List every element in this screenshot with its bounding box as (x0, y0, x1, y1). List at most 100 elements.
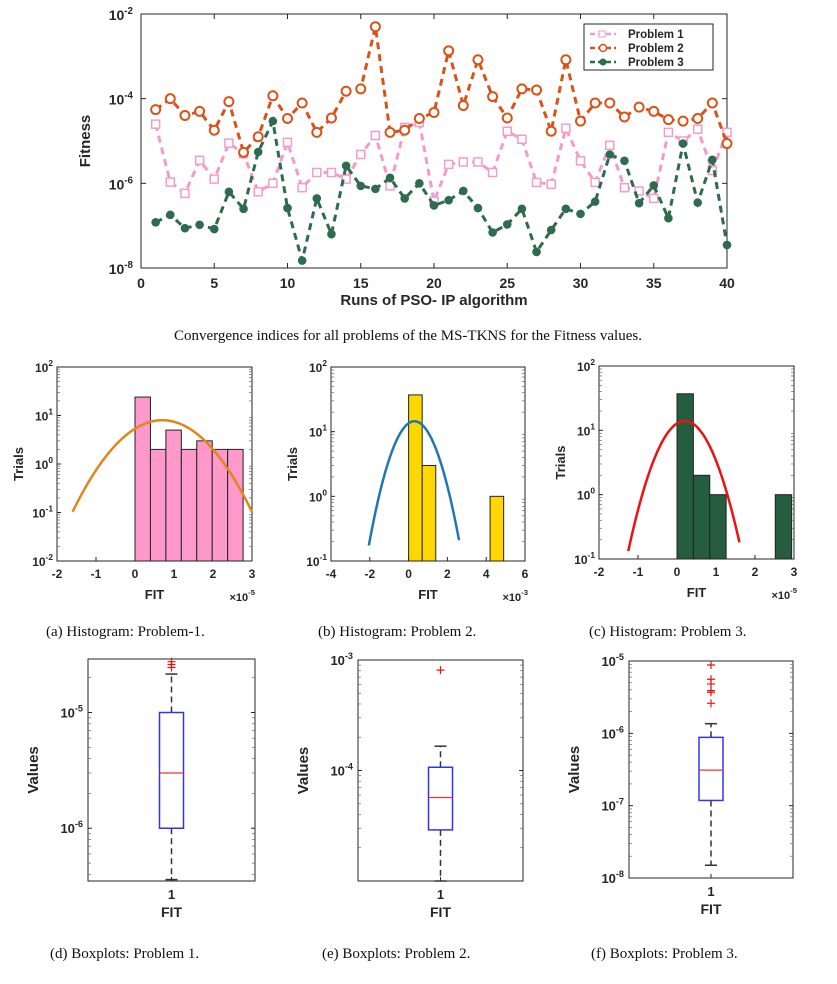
data-point (633, 101, 645, 113)
box-iqr (158, 711, 185, 829)
data-point (546, 179, 556, 190)
x-tick-label: 5 (210, 275, 218, 291)
fit-curve (627, 419, 741, 552)
data-point (678, 139, 688, 148)
x-tick-label: -2 (52, 567, 63, 581)
data-point (531, 84, 543, 96)
data-point (195, 220, 204, 230)
x-axis-label: Runs of PSO- IP algorithm (340, 292, 527, 309)
series-2 (150, 21, 733, 158)
data-point (589, 97, 601, 109)
data-point (706, 97, 718, 109)
y-tick-label: 102 (309, 358, 327, 375)
data-point (165, 177, 176, 187)
y-tick-label: 10-5 (60, 704, 83, 721)
series-line (154, 116, 729, 261)
data-point (268, 116, 278, 126)
y-axis-label: Values (566, 746, 583, 794)
y-tick-label: 10-1 (32, 504, 53, 521)
data-point (327, 229, 336, 239)
data-point (224, 187, 234, 197)
x-tick-label: 0 (674, 565, 681, 579)
x-tick-label: 35 (646, 275, 662, 291)
y-tick-label: 101 (35, 407, 53, 424)
data-point (341, 174, 351, 184)
histogram-bar (676, 393, 694, 560)
data-point (721, 138, 733, 150)
data-point (413, 113, 425, 125)
data-point (692, 124, 703, 134)
y-tick-label: 100 (35, 455, 53, 472)
data-point (384, 126, 396, 138)
x-tick-label: 1 (168, 887, 175, 902)
data-point (648, 105, 660, 117)
x-tick-label: 1 (707, 884, 714, 899)
data-point (443, 45, 455, 57)
x-tick-label: 1 (437, 887, 444, 902)
caption-b: (b) Histogram: Problem 2. (318, 624, 477, 640)
data-point (150, 119, 161, 129)
data-point (502, 126, 512, 136)
data-point (268, 178, 278, 189)
x-tick-label: 0 (405, 567, 412, 581)
series-line (154, 26, 729, 156)
data-point (620, 156, 629, 166)
series-3 (151, 116, 732, 265)
data-point (341, 161, 351, 171)
y-tick-label: 10-6 (601, 724, 624, 741)
data-point (253, 147, 263, 157)
y-tick-label: 10-2 (109, 6, 134, 23)
y-tick-label: 10-4 (330, 762, 353, 779)
data-point (267, 90, 279, 102)
data-point (370, 130, 381, 141)
data-point (429, 201, 439, 210)
data-point (677, 115, 689, 127)
histogram-bar (196, 440, 213, 562)
y-tick-label: 10-6 (60, 819, 83, 836)
data-point (546, 225, 556, 235)
data-point (356, 149, 366, 160)
y-tick-label: 100 (309, 487, 327, 504)
data-point (428, 107, 440, 119)
data-point (693, 198, 703, 207)
outlier-marker (707, 661, 715, 670)
x-tick-label: 4 (483, 567, 490, 581)
data-point (649, 181, 659, 190)
y-tick-label: 10-3 (330, 651, 353, 668)
data-point (722, 240, 732, 250)
caption-c: (c) Histogram: Problem 3. (589, 624, 747, 640)
histogram-bar (227, 448, 244, 562)
data-point (619, 182, 630, 193)
data-point (356, 181, 366, 191)
x-tick-label: -1 (633, 565, 644, 579)
data-point (664, 213, 673, 223)
data-point (399, 124, 411, 136)
data-point (662, 114, 674, 126)
data-point (561, 123, 571, 134)
y-tick-label: 10-2 (32, 552, 53, 569)
data-point (238, 146, 250, 158)
data-point (488, 228, 497, 237)
data-point (487, 167, 498, 178)
data-point (209, 174, 219, 184)
data-point (369, 21, 381, 33)
data-point (282, 113, 293, 125)
data-point (590, 177, 600, 188)
data-point (283, 203, 292, 213)
data-point (708, 155, 717, 165)
caption-e: (e) Boxplots: Problem 2. (322, 946, 471, 962)
histogram-bar (149, 448, 167, 562)
data-point (605, 140, 615, 151)
data-point (150, 104, 162, 116)
x-tick-label: 20 (426, 275, 442, 291)
outlier-marker (707, 699, 715, 708)
box-iqr (698, 736, 724, 802)
data-point (663, 127, 674, 138)
data-point (355, 83, 367, 95)
data-point (576, 209, 585, 219)
y-axis-label: Values (295, 747, 312, 795)
data-point (605, 150, 615, 159)
data-point (311, 126, 323, 138)
